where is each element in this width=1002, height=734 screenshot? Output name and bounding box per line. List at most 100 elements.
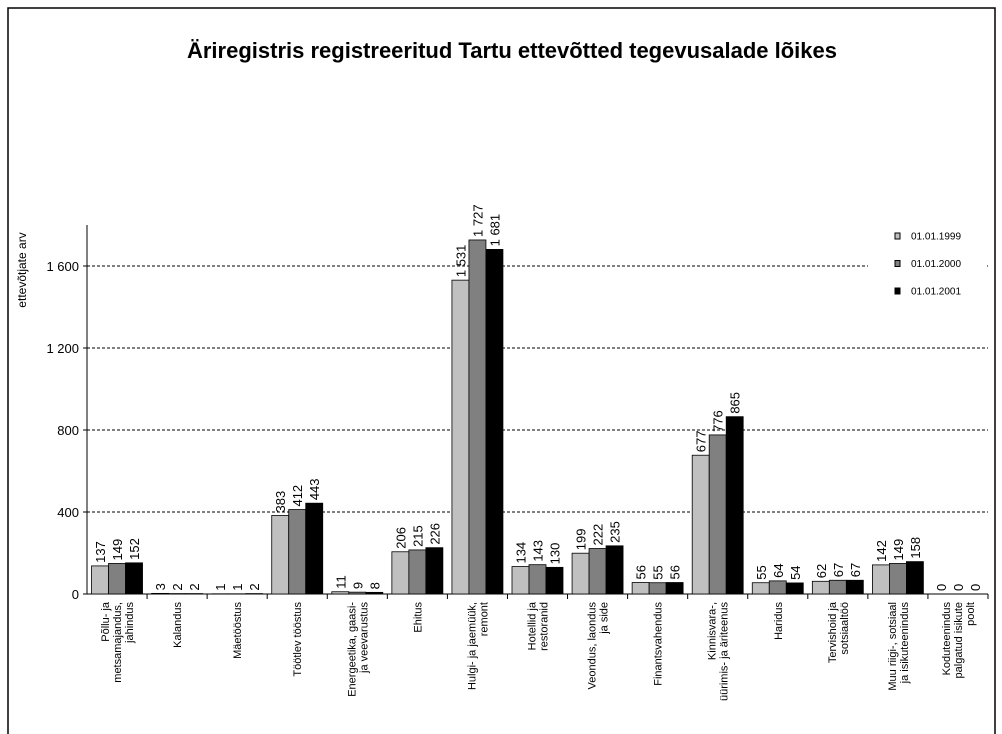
data-label: 1 531	[453, 245, 468, 278]
data-label: 62	[814, 564, 829, 578]
bar	[271, 515, 290, 595]
data-label: 1	[230, 584, 245, 591]
bar	[828, 579, 847, 595]
x-tick-label: Kalandus	[172, 602, 184, 648]
x-tick-label: Põllu- jametsamajandus,jahindus	[100, 601, 136, 683]
bar	[528, 564, 547, 595]
bar	[91, 565, 109, 595]
bar	[588, 548, 607, 595]
data-label: 130	[548, 543, 563, 565]
bar	[305, 502, 324, 595]
data-label: 9	[350, 582, 365, 589]
data-label: 865	[728, 392, 743, 414]
y-tick-label: 0	[72, 587, 79, 602]
bar	[468, 239, 487, 595]
x-tick-label: Finantsvahendus	[653, 602, 665, 686]
y-tick-label: 400	[57, 505, 79, 520]
data-label: 215	[410, 525, 425, 547]
data-label: 0	[951, 584, 966, 591]
bar	[408, 549, 427, 595]
x-tick-label: Energeetika, gaasi-ja veevarustus	[346, 602, 370, 697]
data-label: 199	[574, 529, 589, 551]
x-tick-label: Koduteeninduspalgatud isikutepoolt	[941, 602, 977, 679]
legend-swatch	[894, 287, 901, 295]
data-label: 1	[213, 584, 228, 591]
data-label: 54	[788, 565, 803, 579]
bar	[365, 591, 384, 595]
bar	[631, 582, 650, 595]
x-tick-label: Haridus	[773, 602, 785, 640]
bar	[425, 547, 444, 595]
data-label: 8	[367, 582, 382, 589]
data-label: 55	[754, 565, 769, 579]
data-label: 67	[848, 563, 863, 577]
data-label: 142	[874, 540, 889, 562]
bar	[665, 582, 684, 595]
data-label: 152	[127, 538, 142, 560]
bar	[331, 591, 350, 595]
bar	[151, 592, 170, 595]
data-label: 11	[333, 575, 348, 589]
bar	[811, 580, 830, 595]
data-label: 2	[187, 583, 202, 590]
bar	[648, 582, 667, 595]
bar	[751, 582, 770, 595]
bar	[391, 551, 410, 595]
bar	[348, 591, 367, 595]
data-label: 149	[110, 539, 125, 561]
bar	[872, 564, 890, 595]
x-tick-label: Hulgi- ja jaemüük,remont	[466, 602, 490, 690]
data-label: 64	[771, 563, 786, 577]
data-label: 55	[651, 565, 666, 579]
bar	[889, 563, 907, 595]
legend-swatch	[894, 260, 901, 267]
y-tick-label: 800	[57, 423, 79, 438]
bar	[511, 566, 530, 595]
data-label: 56	[634, 565, 649, 579]
data-label: 2	[170, 583, 185, 590]
data-label: 137	[93, 541, 108, 563]
bar	[571, 552, 590, 595]
x-tick-label: Mäetööstus	[232, 602, 244, 659]
bar	[708, 434, 727, 595]
data-label: 443	[307, 478, 322, 500]
data-label: 776	[711, 410, 726, 432]
data-label: 56	[668, 565, 683, 579]
data-label: 2	[247, 583, 262, 590]
bar	[605, 545, 624, 595]
data-label: 383	[273, 491, 288, 513]
bar	[451, 279, 470, 595]
y-tick-label: 1 200	[46, 341, 79, 356]
x-tick-label: Tervishoid jasotsiaaltöö	[827, 601, 851, 663]
data-label: 149	[891, 539, 906, 561]
bar	[545, 566, 564, 595]
bar	[785, 582, 804, 595]
data-label: 677	[694, 431, 709, 453]
legend-label: 01.01.1999	[911, 232, 961, 243]
data-label: 0	[968, 584, 983, 591]
x-tick-label: Muu riigi-, sotsiaalja isikuteenindus	[887, 602, 911, 691]
bar	[906, 561, 924, 595]
x-tick-label: Veondus, laondusja side	[587, 602, 611, 690]
legend-swatch	[894, 232, 901, 240]
bar	[845, 579, 864, 595]
bar	[288, 509, 307, 595]
data-label: 412	[290, 485, 305, 507]
data-label: 235	[608, 521, 623, 543]
x-tick-label: Töötlev tööstus	[292, 602, 304, 677]
y-tick-label: 1 600	[46, 259, 79, 274]
data-label: 1 727	[470, 204, 485, 237]
bar	[691, 454, 710, 595]
data-label: 67	[831, 563, 846, 577]
data-label: 222	[591, 524, 606, 546]
data-label: 0	[934, 584, 949, 591]
x-tick-label: Hotellid jarestoranid	[527, 601, 551, 651]
x-tick-label: Ehitus	[412, 602, 424, 633]
bar	[125, 562, 143, 595]
data-label: 206	[393, 527, 408, 549]
bar	[725, 416, 744, 595]
data-label: 226	[427, 523, 442, 545]
data-label: 3	[153, 583, 168, 590]
bar	[485, 248, 504, 595]
x-tick-label: Kinnisvara-,üürimis- ja äriteenus	[707, 602, 731, 702]
